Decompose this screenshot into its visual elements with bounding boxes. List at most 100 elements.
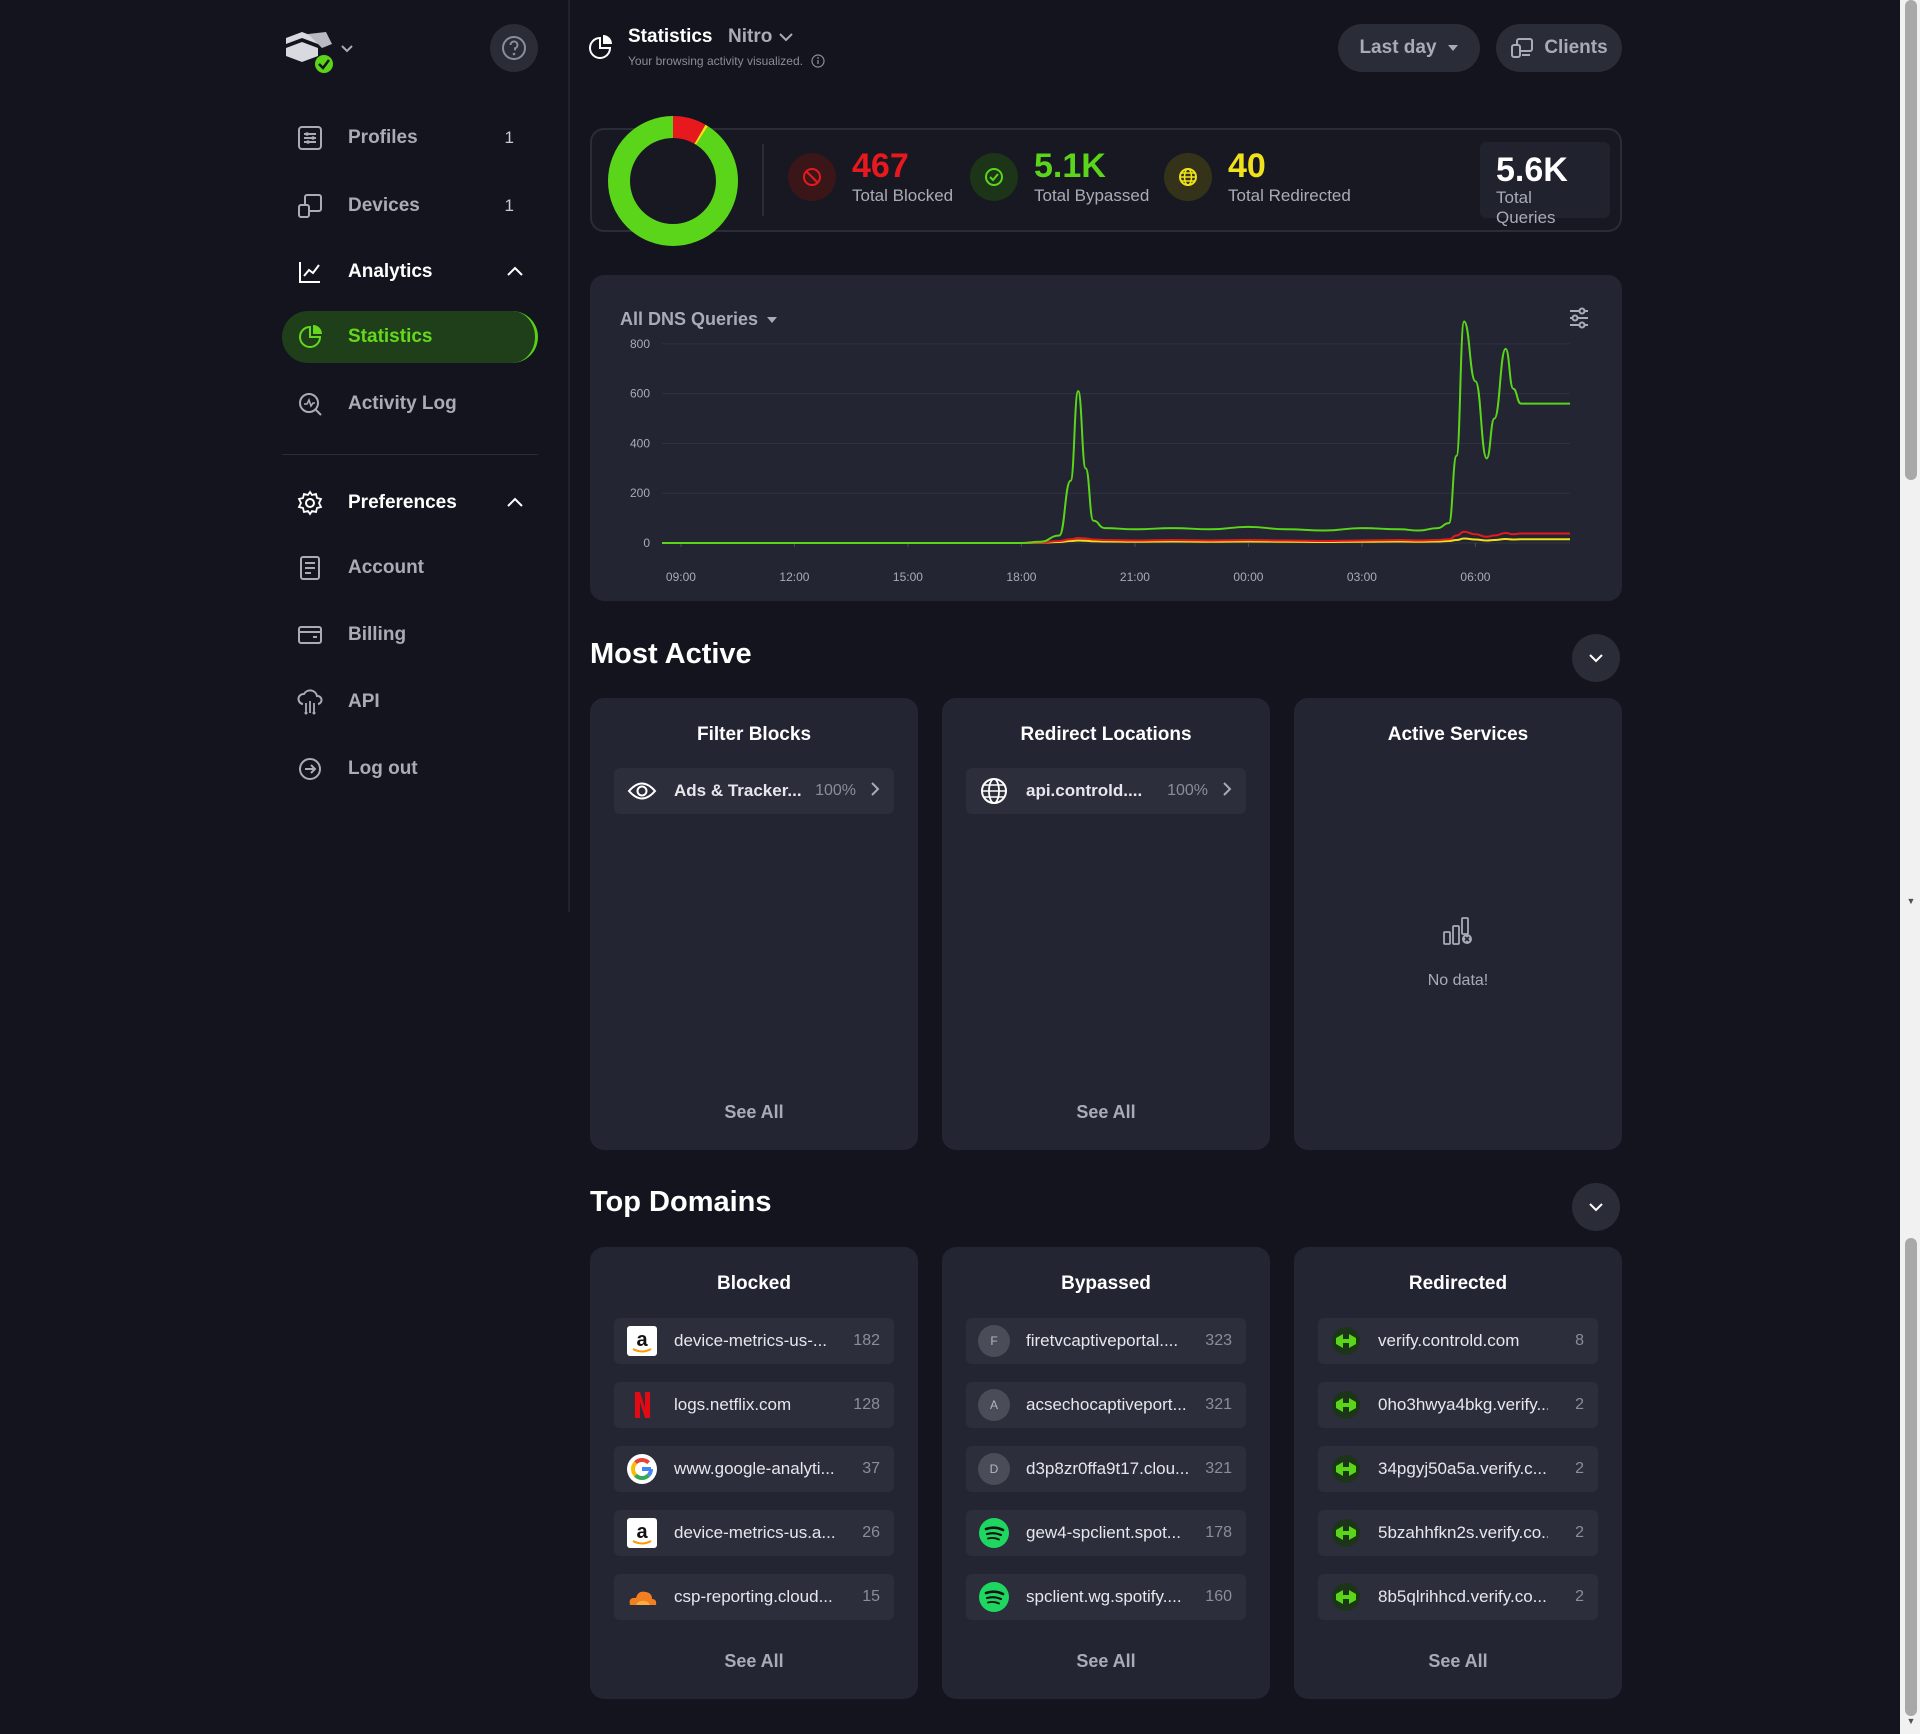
- eye-icon: [626, 775, 658, 807]
- table-row[interactable]: a device-metrics-us.a... 26: [614, 1510, 894, 1556]
- check-circle-icon: [985, 168, 1003, 186]
- sidebar-item-label: Profiles: [348, 127, 418, 148]
- sidebar-item-logout[interactable]: Log out: [282, 743, 538, 795]
- sidebar-section-preferences[interactable]: Preferences: [282, 477, 538, 529]
- see-all-link[interactable]: See All: [1428, 1651, 1488, 1671]
- total-bypassed-value: 5.1K: [1034, 147, 1106, 185]
- x-tick-label: 09:00: [666, 570, 696, 584]
- table-row[interactable]: 0ho3hwya4bkg.verify.... 2: [1318, 1382, 1598, 1428]
- domain-count: 321: [1205, 1396, 1232, 1413]
- redirected-domains-card: Redirected verify.controld.com 8 0ho3hwy…: [1294, 1247, 1622, 1699]
- dns-queries-line-chart: 0 200 400 600 800 09:00 12:00 15:00 18:00 21:00 00…: [630, 320, 1570, 584]
- sidebar-item-profiles[interactable]: Profiles 1: [282, 112, 538, 164]
- chevron-right-icon: [870, 781, 880, 802]
- chart-settings-button[interactable]: [1568, 307, 1590, 334]
- table-row[interactable]: F firetvcaptiveportal.... 323: [966, 1318, 1246, 1364]
- controld-icon: [1330, 1325, 1362, 1357]
- gear-icon: [296, 489, 324, 517]
- x-tick-label: 18:00: [1006, 570, 1036, 584]
- table-row[interactable]: www.google-analyti... 37: [614, 1446, 894, 1492]
- scroll-down-arrow-bottom[interactable]: ▼: [1906, 1716, 1916, 1726]
- document-icon: [296, 554, 324, 582]
- y-tick-label: 400: [630, 436, 650, 450]
- scrollbar-thumb-lower[interactable]: [1905, 1238, 1917, 1716]
- table-row[interactable]: 34pgyj50a5a.verify.c... 2: [1318, 1446, 1598, 1492]
- table-row[interactable]: 5bzahhfkn2s.verify.co... 2: [1318, 1510, 1598, 1556]
- table-row[interactable]: A acsechocaptiveport... 321: [966, 1382, 1246, 1428]
- block-icon: [803, 168, 821, 186]
- list-item[interactable]: Ads & Tracker... 100%: [614, 768, 894, 814]
- sidebar-item-billing[interactable]: Billing: [282, 609, 538, 661]
- table-row[interactable]: 8b5qlrihhcd.verify.co... 2: [1318, 1574, 1598, 1620]
- domain-count: 2: [1575, 1460, 1584, 1477]
- profile-select[interactable]: Nitro: [728, 26, 794, 48]
- domain-count: 182: [853, 1332, 880, 1349]
- see-all-link[interactable]: See All: [1076, 1102, 1136, 1122]
- redirect-locations-card: Redirect Locations api.controld.... 100%…: [942, 698, 1270, 1150]
- table-row[interactable]: D d3p8zr0ffa9t17.clou... 321: [966, 1446, 1246, 1492]
- clients-label: Clients: [1544, 37, 1608, 58]
- scroll-down-arrow[interactable]: ▼: [1906, 896, 1916, 906]
- controld-icon: [1330, 1453, 1362, 1485]
- domain-name: device-metrics-us-...: [674, 1331, 828, 1350]
- table-row[interactable]: logs.netflix.com 128: [614, 1382, 894, 1428]
- no-data-chart-icon: [1442, 916, 1474, 951]
- sliders-icon: [1570, 307, 1588, 329]
- sidebar-item-api[interactable]: API: [282, 676, 538, 728]
- active-services-card: Active Services No data!: [1294, 698, 1622, 1150]
- see-all-link[interactable]: See All: [1076, 1651, 1136, 1671]
- caret-down-icon: [1447, 45, 1458, 51]
- sidebar-item-label: Analytics: [348, 261, 433, 282]
- clients-button[interactable]: Clients: [1496, 24, 1622, 72]
- top-domains-collapse-button[interactable]: [1572, 1183, 1620, 1231]
- sidebar-item-statistics[interactable]: Statistics: [282, 311, 538, 363]
- sidebar-item-label: Log out: [348, 758, 418, 779]
- total-blocked-value: 467: [852, 147, 909, 185]
- domain-name: 5bzahhfkn2s.verify.co...: [1378, 1523, 1548, 1542]
- card-title: Blocked: [717, 1273, 791, 1294]
- query-type-dropdown[interactable]: All DNS Queries: [620, 309, 778, 330]
- filter-percent: 100%: [815, 782, 856, 799]
- y-tick-label: 0: [643, 536, 650, 550]
- total-queries-label: Total Queries: [1496, 188, 1556, 227]
- table-row[interactable]: spclient.wg.spotify.... 160: [966, 1574, 1246, 1620]
- chart-title: All DNS Queries: [620, 309, 759, 329]
- domain-name: 8b5qlrihhcd.verify.co...: [1378, 1587, 1547, 1606]
- time-range-dropdown[interactable]: Last day: [1338, 24, 1480, 72]
- table-row[interactable]: csp-reporting.cloud... 15: [614, 1574, 894, 1620]
- see-all-link[interactable]: See All: [724, 1651, 784, 1671]
- table-row[interactable]: verify.controld.com 8: [1318, 1318, 1598, 1364]
- domain-name: gew4-spclient.spot...: [1026, 1523, 1181, 1542]
- sidebar-item-activity-log[interactable]: Activity Log: [282, 378, 538, 430]
- blocked-domains-card: Blocked a device-metrics-us-... 182 logs…: [590, 1247, 918, 1699]
- scrollbar-thumb[interactable]: [1905, 0, 1917, 480]
- page-title: Statistics: [628, 26, 713, 47]
- location-percent: 100%: [1167, 782, 1208, 799]
- table-row[interactable]: a device-metrics-us-... 182: [614, 1318, 894, 1364]
- letter-avatar: A: [978, 1389, 1010, 1421]
- summary-divider: [762, 144, 764, 216]
- sidebar-section-analytics[interactable]: Analytics: [282, 246, 538, 298]
- devices-count: 1: [504, 196, 514, 215]
- help-button[interactable]: [490, 24, 538, 72]
- dns-queries-chart-card: 0 200 400 600 800 09:00 12:00 15:00 18:00 21:00 00…: [590, 275, 1622, 601]
- table-row[interactable]: gew4-spclient.spot... 178: [966, 1510, 1246, 1556]
- cloudflare-icon: [626, 1581, 658, 1613]
- see-all-link[interactable]: See All: [724, 1102, 784, 1122]
- pie-chart-icon: [296, 323, 324, 351]
- sidebar-item-label: Statistics: [348, 326, 433, 347]
- domain-name: 0ho3hwya4bkg.verify....: [1378, 1395, 1548, 1414]
- domain-name: spclient.wg.spotify....: [1026, 1587, 1182, 1606]
- domain-name: firetvcaptiveportal....: [1026, 1331, 1179, 1350]
- sidebar-item-account[interactable]: Account: [282, 542, 538, 594]
- most-active-collapse-button[interactable]: [1572, 634, 1620, 682]
- redirected-badge: [1164, 153, 1212, 201]
- sidebar-item-label: Activity Log: [348, 393, 457, 414]
- list-item[interactable]: api.controld.... 100%: [966, 768, 1246, 814]
- info-icon[interactable]: [811, 54, 825, 68]
- domain-name: csp-reporting.cloud...: [674, 1587, 833, 1606]
- sidebar-item-devices[interactable]: Devices 1: [282, 180, 538, 232]
- controld-logo[interactable]: [280, 28, 360, 74]
- stat-total-blocked: 467 Total Blocked: [788, 148, 953, 206]
- domain-count: 2: [1575, 1588, 1584, 1605]
